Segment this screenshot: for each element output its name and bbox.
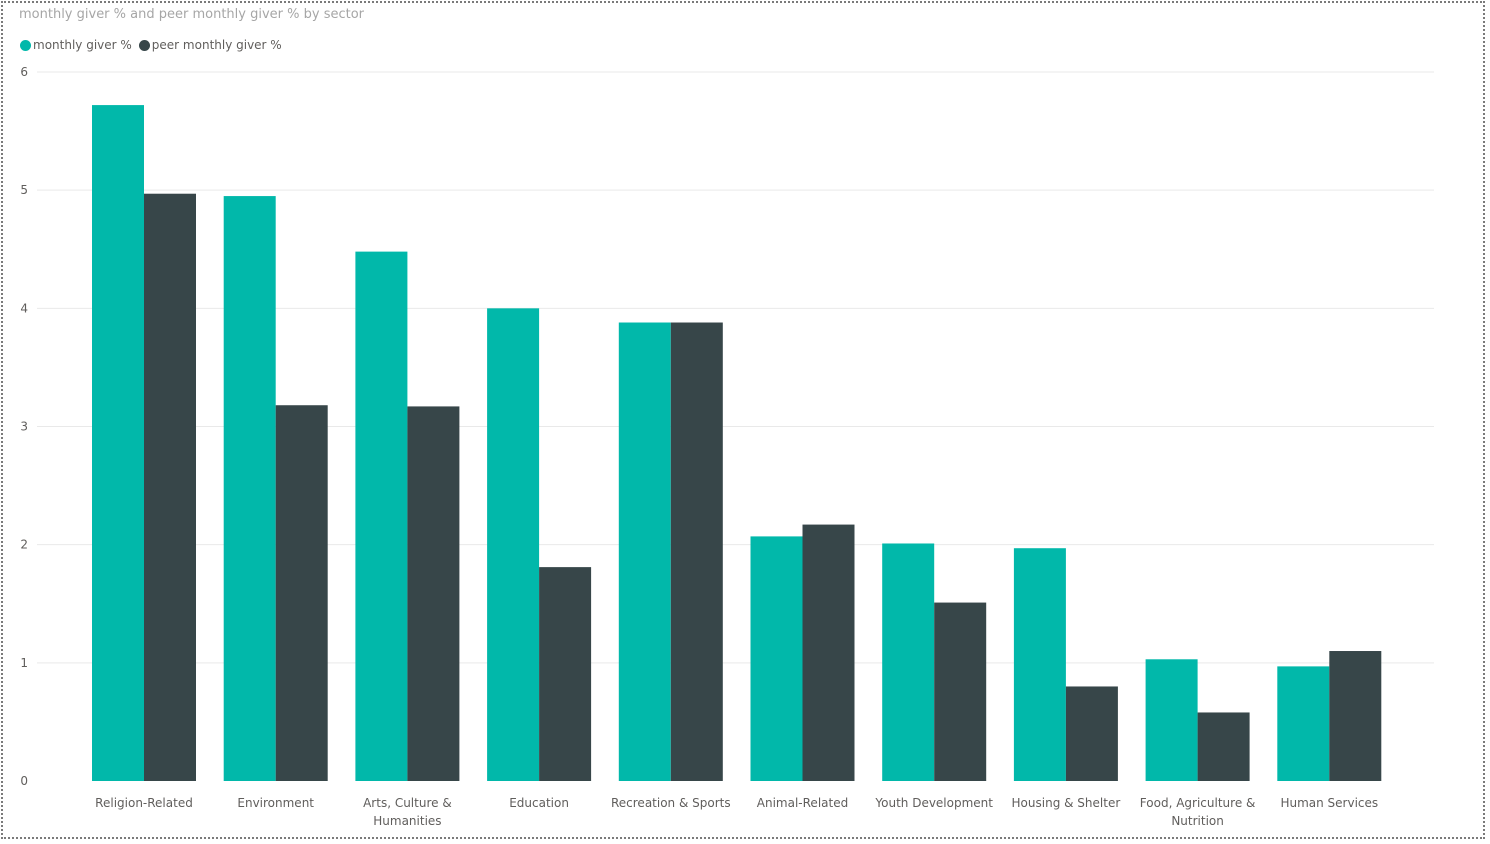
legend-marker-peer-monthly-giver (138, 39, 150, 51)
x-category-label: Food, Agriculture & Nutrition (1140, 796, 1256, 828)
bar-peer-monthly-giver[interactable] (275, 405, 328, 781)
bar-peer-monthly-giver[interactable] (670, 322, 723, 781)
bar-monthly-giver[interactable] (1277, 666, 1330, 781)
x-category-label: Environment (237, 796, 314, 810)
bar-peer-monthly-giver[interactable] (1329, 651, 1382, 781)
bar-monthly-giver[interactable] (618, 322, 671, 781)
legend-item-peer-monthly-giver[interactable]: peer monthly giver % (138, 38, 282, 52)
legend-label-monthly-giver: monthly giver % (33, 38, 132, 52)
legend-item-monthly-giver[interactable]: monthly giver % (20, 38, 132, 52)
bar-peer-monthly-giver[interactable] (144, 193, 196, 781)
bar-peer-monthly-giver[interactable] (407, 406, 460, 781)
x-category-label: Recreation & Sports (611, 796, 731, 810)
legend-label-peer-monthly-giver: peer monthly giver % (151, 38, 282, 52)
bar-peer-monthly-giver[interactable] (539, 567, 592, 781)
chart-title: monthly giver % and peer monthly giver %… (19, 7, 365, 22)
bar-monthly-giver[interactable] (355, 251, 408, 781)
x-category-label: Animal-Related (757, 796, 848, 810)
bar-monthly-giver[interactable] (1013, 548, 1066, 781)
x-category-label: Religion-Related (95, 796, 193, 810)
y-tick-label: 0 (20, 774, 28, 788)
bar-monthly-giver[interactable] (1145, 659, 1198, 781)
bar-monthly-giver[interactable] (92, 105, 144, 781)
x-category-label: Education (509, 796, 569, 810)
bar-peer-monthly-giver[interactable] (934, 602, 987, 781)
bar-peer-monthly-giver[interactable] (1197, 712, 1250, 781)
y-tick-label: 5 (20, 183, 28, 197)
legend-marker-monthly-giver (20, 39, 31, 51)
y-tick-label: 1 (20, 656, 28, 670)
x-category-label: Human Services (1280, 796, 1378, 810)
y-tick-label: 4 (20, 301, 28, 315)
bar-monthly-giver[interactable] (882, 543, 935, 781)
x-category-label: Youth Development (874, 796, 993, 810)
y-tick-label: 6 (20, 65, 28, 79)
y-tick-label: 2 (20, 538, 28, 552)
bar-monthly-giver[interactable] (487, 308, 540, 781)
x-category-label: Arts, Culture & Humanities (363, 796, 452, 828)
bar-peer-monthly-giver[interactable] (1065, 686, 1118, 781)
bar-monthly-giver[interactable] (223, 196, 276, 781)
x-category-label: Housing & Shelter (1012, 796, 1121, 810)
chart-legend: monthly giver % peer monthly giver % (20, 38, 289, 52)
bar-peer-monthly-giver[interactable] (802, 524, 855, 781)
bar-monthly-giver[interactable] (750, 536, 803, 781)
y-tick-label: 3 (20, 420, 28, 434)
